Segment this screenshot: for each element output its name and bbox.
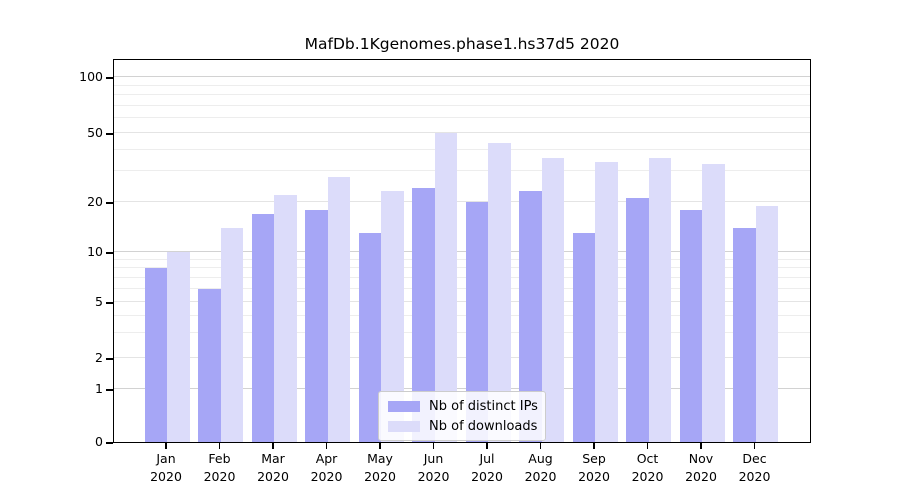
bar-distinct-ips-oct xyxy=(626,198,649,442)
x-tick-label-apr: Apr 2020 xyxy=(310,451,343,484)
x-tick-label-may: May 2020 xyxy=(364,451,396,484)
legend-item-distinct-ips: Nb of distinct IPs xyxy=(388,398,538,414)
y-tick-mark-50 xyxy=(106,133,113,135)
x-tick-label-oct: Oct 2020 xyxy=(631,451,664,484)
y-tick-label-10: 10 xyxy=(87,244,103,259)
bar-downloads-mar xyxy=(274,194,297,442)
y-tick-mark-20 xyxy=(106,202,113,204)
bar-distinct-ips-aug xyxy=(519,191,542,442)
bar-distinct-ips-mar xyxy=(251,213,274,442)
bar-distinct-ips-apr xyxy=(305,209,328,442)
bar-downloads-aug xyxy=(541,157,564,442)
y-tick-label-5: 5 xyxy=(95,294,103,309)
y-tick-mark-2 xyxy=(106,358,113,360)
bar-downloads-feb xyxy=(220,227,243,442)
y-gridline-20 xyxy=(114,201,810,202)
y-gridline-2 xyxy=(114,357,810,358)
y-minor-gridline-80 xyxy=(114,94,810,96)
legend-item-downloads: Nb of downloads xyxy=(388,418,538,434)
legend-label-downloads: Nb of downloads xyxy=(429,418,538,434)
x-tick-label-jan: Jan 2020 xyxy=(150,451,182,484)
bar-distinct-ips-dec xyxy=(733,227,756,442)
legend-swatch-downloads xyxy=(388,420,420,432)
y-minor-gridline-4 xyxy=(114,314,810,316)
y-gridline-1 xyxy=(114,388,810,389)
y-tick-mark-5 xyxy=(106,302,113,304)
bar-downloads-nov xyxy=(702,164,725,442)
legend-label-distinct-ips: Nb of distinct IPs xyxy=(429,398,538,414)
y-minor-gridline-9 xyxy=(114,258,810,260)
y-tick-label-0: 0 xyxy=(95,434,103,449)
y-minor-gridline-40 xyxy=(114,148,810,150)
x-tick-mark-may xyxy=(379,443,381,449)
y-tick-label-2: 2 xyxy=(95,350,103,365)
y-gridline-5 xyxy=(114,301,810,302)
legend-swatch-distinct-ips xyxy=(388,400,420,412)
bar-downloads-jan xyxy=(167,252,190,442)
x-tick-label-nov: Nov 2020 xyxy=(685,451,717,484)
x-tick-label-jul: Jul 2020 xyxy=(471,451,503,484)
x-tick-label-sep: Sep 2020 xyxy=(578,451,610,484)
y-tick-label-100: 100 xyxy=(79,69,103,84)
y-tick-mark-0 xyxy=(106,442,113,444)
y-tick-mark-10 xyxy=(106,252,113,254)
x-tick-mark-dec xyxy=(753,443,756,449)
bar-distinct-ips-jan xyxy=(144,268,167,442)
y-gridline-100 xyxy=(114,76,810,77)
bar-distinct-ips-feb xyxy=(198,288,221,442)
y-minor-gridline-70 xyxy=(114,104,810,106)
x-tick-mark-jan xyxy=(165,443,167,449)
bar-downloads-dec xyxy=(755,205,778,442)
x-tick-label-aug: Aug 2020 xyxy=(524,451,557,484)
x-tick-label-dec: Dec 2020 xyxy=(738,451,771,484)
y-tick-mark-100 xyxy=(106,77,113,79)
legend: Nb of distinct IPs Nb of downloads xyxy=(378,391,546,441)
bar-downloads-sep xyxy=(595,162,618,442)
x-tick-label-feb: Feb 2020 xyxy=(203,451,236,484)
x-tick-label-mar: Mar 2020 xyxy=(257,451,289,484)
x-tick-mark-jul xyxy=(486,443,488,449)
bar-downloads-jun xyxy=(434,133,457,442)
y-minor-gridline-7 xyxy=(114,276,810,278)
bar-downloads-may xyxy=(381,191,404,442)
x-tick-label-jun: Jun 2020 xyxy=(417,451,450,484)
x-tick-mark-aug xyxy=(539,443,542,449)
x-tick-mark-apr xyxy=(325,443,328,449)
y-minor-gridline-90 xyxy=(114,84,810,86)
y-minor-gridline-3 xyxy=(114,332,810,334)
bar-distinct-ips-may xyxy=(358,233,381,442)
x-tick-mark-jun xyxy=(432,443,435,449)
bar-distinct-ips-jun xyxy=(412,188,435,442)
bar-distinct-ips-nov xyxy=(679,209,702,442)
x-tick-mark-mar xyxy=(272,443,274,449)
y-minor-gridline-30 xyxy=(114,170,810,172)
bar-downloads-jul xyxy=(488,142,511,442)
x-tick-mark-feb xyxy=(218,443,221,449)
y-tick-mark-1 xyxy=(106,389,113,391)
bar-downloads-apr xyxy=(327,176,350,442)
x-tick-mark-sep xyxy=(593,443,595,449)
x-tick-mark-oct xyxy=(646,443,649,449)
bar-distinct-ips-jul xyxy=(465,202,488,442)
y-gridline-10 xyxy=(114,251,810,252)
y-tick-label-20: 20 xyxy=(87,194,103,209)
bar-distinct-ips-sep xyxy=(572,233,595,442)
bar-downloads-oct xyxy=(648,157,671,442)
chart-title: MafDb.1Kgenomes.phase1.hs37d5 2020 xyxy=(304,35,620,53)
y-tick-label-50: 50 xyxy=(87,125,103,140)
y-minor-gridline-8 xyxy=(114,267,810,269)
y-gridline-50 xyxy=(114,132,810,133)
y-tick-label-1: 1 xyxy=(95,381,103,396)
y-minor-gridline-60 xyxy=(114,117,810,119)
x-tick-mark-nov xyxy=(700,443,702,449)
plot-area xyxy=(113,59,811,443)
y-minor-gridline-6 xyxy=(114,287,810,289)
